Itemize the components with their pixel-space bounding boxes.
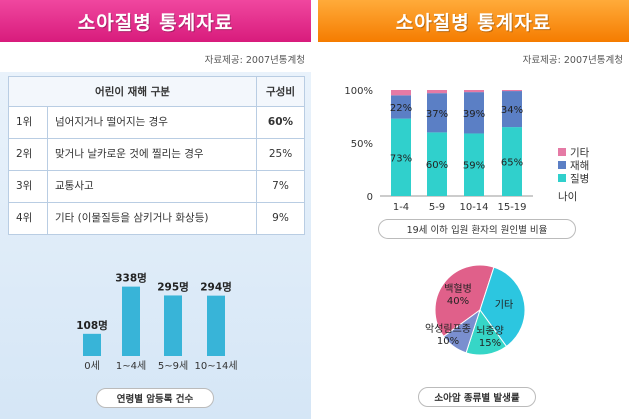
age-chart-caption: 연령별 암등록 건수 [96, 388, 214, 408]
stack-segment [464, 92, 484, 134]
panel-gap [311, 0, 318, 419]
table-row: 4위 기타 (이물질등을 삼키거나 화상등) 9% [8, 202, 305, 235]
segment-value-label: 73% [390, 153, 412, 164]
stack-segment [391, 118, 411, 196]
desc-cell: 맞거나 날카로운 것에 찔리는 경우 [47, 138, 257, 171]
pct-cell: 9% [256, 202, 305, 235]
segment-value-label: 22% [390, 103, 412, 114]
pct-cell: 25% [256, 138, 305, 171]
stacked-bar-chart: 0 50% 100% 73% 22% 1-4 60% 37% 5-9 59% 39% 10-14 65%… [344, 86, 590, 213]
left-panel: 소아질병 통계자료 자료제공: 2007년통계청 어린이 재해 구분 구성비 1… [0, 0, 311, 419]
age-tick-label: 5~9세 [158, 360, 188, 372]
age-bar-value-label: 108명 [76, 319, 108, 332]
legend-label: 기타 [570, 147, 590, 159]
segment-value-label: 65% [501, 158, 523, 169]
age-bar-value-label: 295명 [157, 280, 189, 293]
rank-cell: 4위 [8, 202, 48, 235]
pie-slice-label: 악성림프종 [425, 323, 471, 335]
age-bar-chart: 108명 0세 338명 1~4세 295명 5~9세 294명 10~14세 [76, 272, 237, 372]
pie-slice-percent: 10% [437, 336, 459, 347]
legend-label: 재해 [570, 159, 589, 172]
table-row: 2위 맞거나 날카로운 것에 찔리는 경우 25% [8, 138, 305, 171]
x-tick-label: 10-14 [459, 202, 488, 213]
pie-slice-percent: 15% [479, 338, 501, 349]
stack-segment [391, 90, 411, 96]
rank-cell: 1위 [8, 106, 48, 139]
desc-cell: 기타 (이물질등을 삼키거나 화상등) [47, 202, 257, 235]
age-tick-label: 1~4세 [116, 360, 146, 372]
segment-value-label: 39% [463, 109, 485, 120]
segment-value-label: 60% [426, 160, 448, 171]
table-row: 1위 넘어지거나 떨어지는 경우 60% [8, 106, 305, 139]
right-source: 자료제공: 2007년통계청 [522, 55, 623, 66]
age-bar-value-label: 338명 [115, 272, 147, 285]
legend-label: 질병 [570, 173, 589, 185]
right-panel: 소아질병 통계자료 자료제공: 2007년통계청 0 50% 100% 73% 22% 1… [318, 0, 629, 419]
right-banner: 소아질병 통계자료 [318, 0, 629, 42]
stack-segment [502, 91, 522, 128]
age-bar [122, 286, 140, 356]
pie-slice [479, 266, 526, 348]
pct-cell: 7% [256, 170, 305, 203]
stack-segment [502, 90, 522, 92]
injury-table: 어린이 재해 구분 구성비 1위 넘어지거나 떨어지는 경우 60% 2위 맞거… [8, 76, 305, 235]
segment-value-label: 59% [463, 161, 485, 172]
stack-segment [464, 133, 484, 196]
age-tick-label: 10~14세 [194, 360, 237, 372]
pie-slice-label: 기타 [495, 299, 513, 311]
x-tick-label: 5-9 [429, 202, 445, 213]
left-body: 어린이 재해 구분 구성비 1위 넘어지거나 떨어지는 경우 60% 2위 맞거… [0, 72, 311, 419]
pie-slice-label: 백혈병 [444, 282, 472, 295]
age-bar-value-label: 294명 [200, 281, 232, 294]
header-ratio: 구성비 [256, 76, 305, 107]
y-tick-label: 0 [367, 192, 373, 203]
stack-segment [427, 132, 447, 196]
x-axis-title: 나이 [558, 191, 577, 203]
pie-slice-label: 뇌종양 [476, 325, 504, 337]
stack-segment [464, 90, 484, 93]
y-tick-label: 100% [344, 86, 373, 97]
age-tick-label: 0세 [84, 360, 100, 372]
legend-swatch [558, 174, 566, 182]
age-bar [164, 295, 182, 356]
rank-cell: 3위 [8, 170, 48, 203]
pie-chart-caption: 소아암 종류별 발생률 [418, 387, 536, 407]
legend-swatch [558, 161, 566, 169]
pie-slice [434, 264, 495, 338]
table-row: 3위 교통사고 7% [8, 170, 305, 203]
stack-segment [427, 93, 447, 133]
age-bar [83, 333, 101, 356]
left-source: 자료제공: 2007년통계청 [204, 55, 305, 66]
stack-segment [391, 95, 411, 119]
stacked-chart-caption: 19세 이하 입원 환자의 원인별 비율 [378, 219, 576, 239]
x-tick-label: 1-4 [393, 202, 409, 213]
segment-value-label: 37% [426, 109, 448, 120]
rank-cell: 2위 [8, 138, 48, 171]
x-tick-label: 15-19 [497, 202, 526, 213]
left-banner: 소아질병 통계자료 [0, 0, 311, 42]
legend-swatch [558, 148, 566, 156]
pie-slice [442, 308, 481, 354]
pie-slice-percent: 40% [447, 296, 469, 307]
header-category: 어린이 재해 구분 [8, 76, 257, 107]
stack-segment [427, 90, 447, 94]
stack-segment [502, 127, 522, 196]
desc-cell: 교통사고 [47, 170, 257, 203]
y-tick-label: 50% [351, 139, 373, 150]
pct-cell: 60% [256, 106, 305, 139]
desc-cell: 넘어지거나 떨어지는 경우 [47, 106, 257, 139]
segment-value-label: 34% [501, 105, 523, 116]
age-bar [207, 295, 225, 356]
table-header-row: 어린이 재해 구분 구성비 [8, 76, 305, 107]
